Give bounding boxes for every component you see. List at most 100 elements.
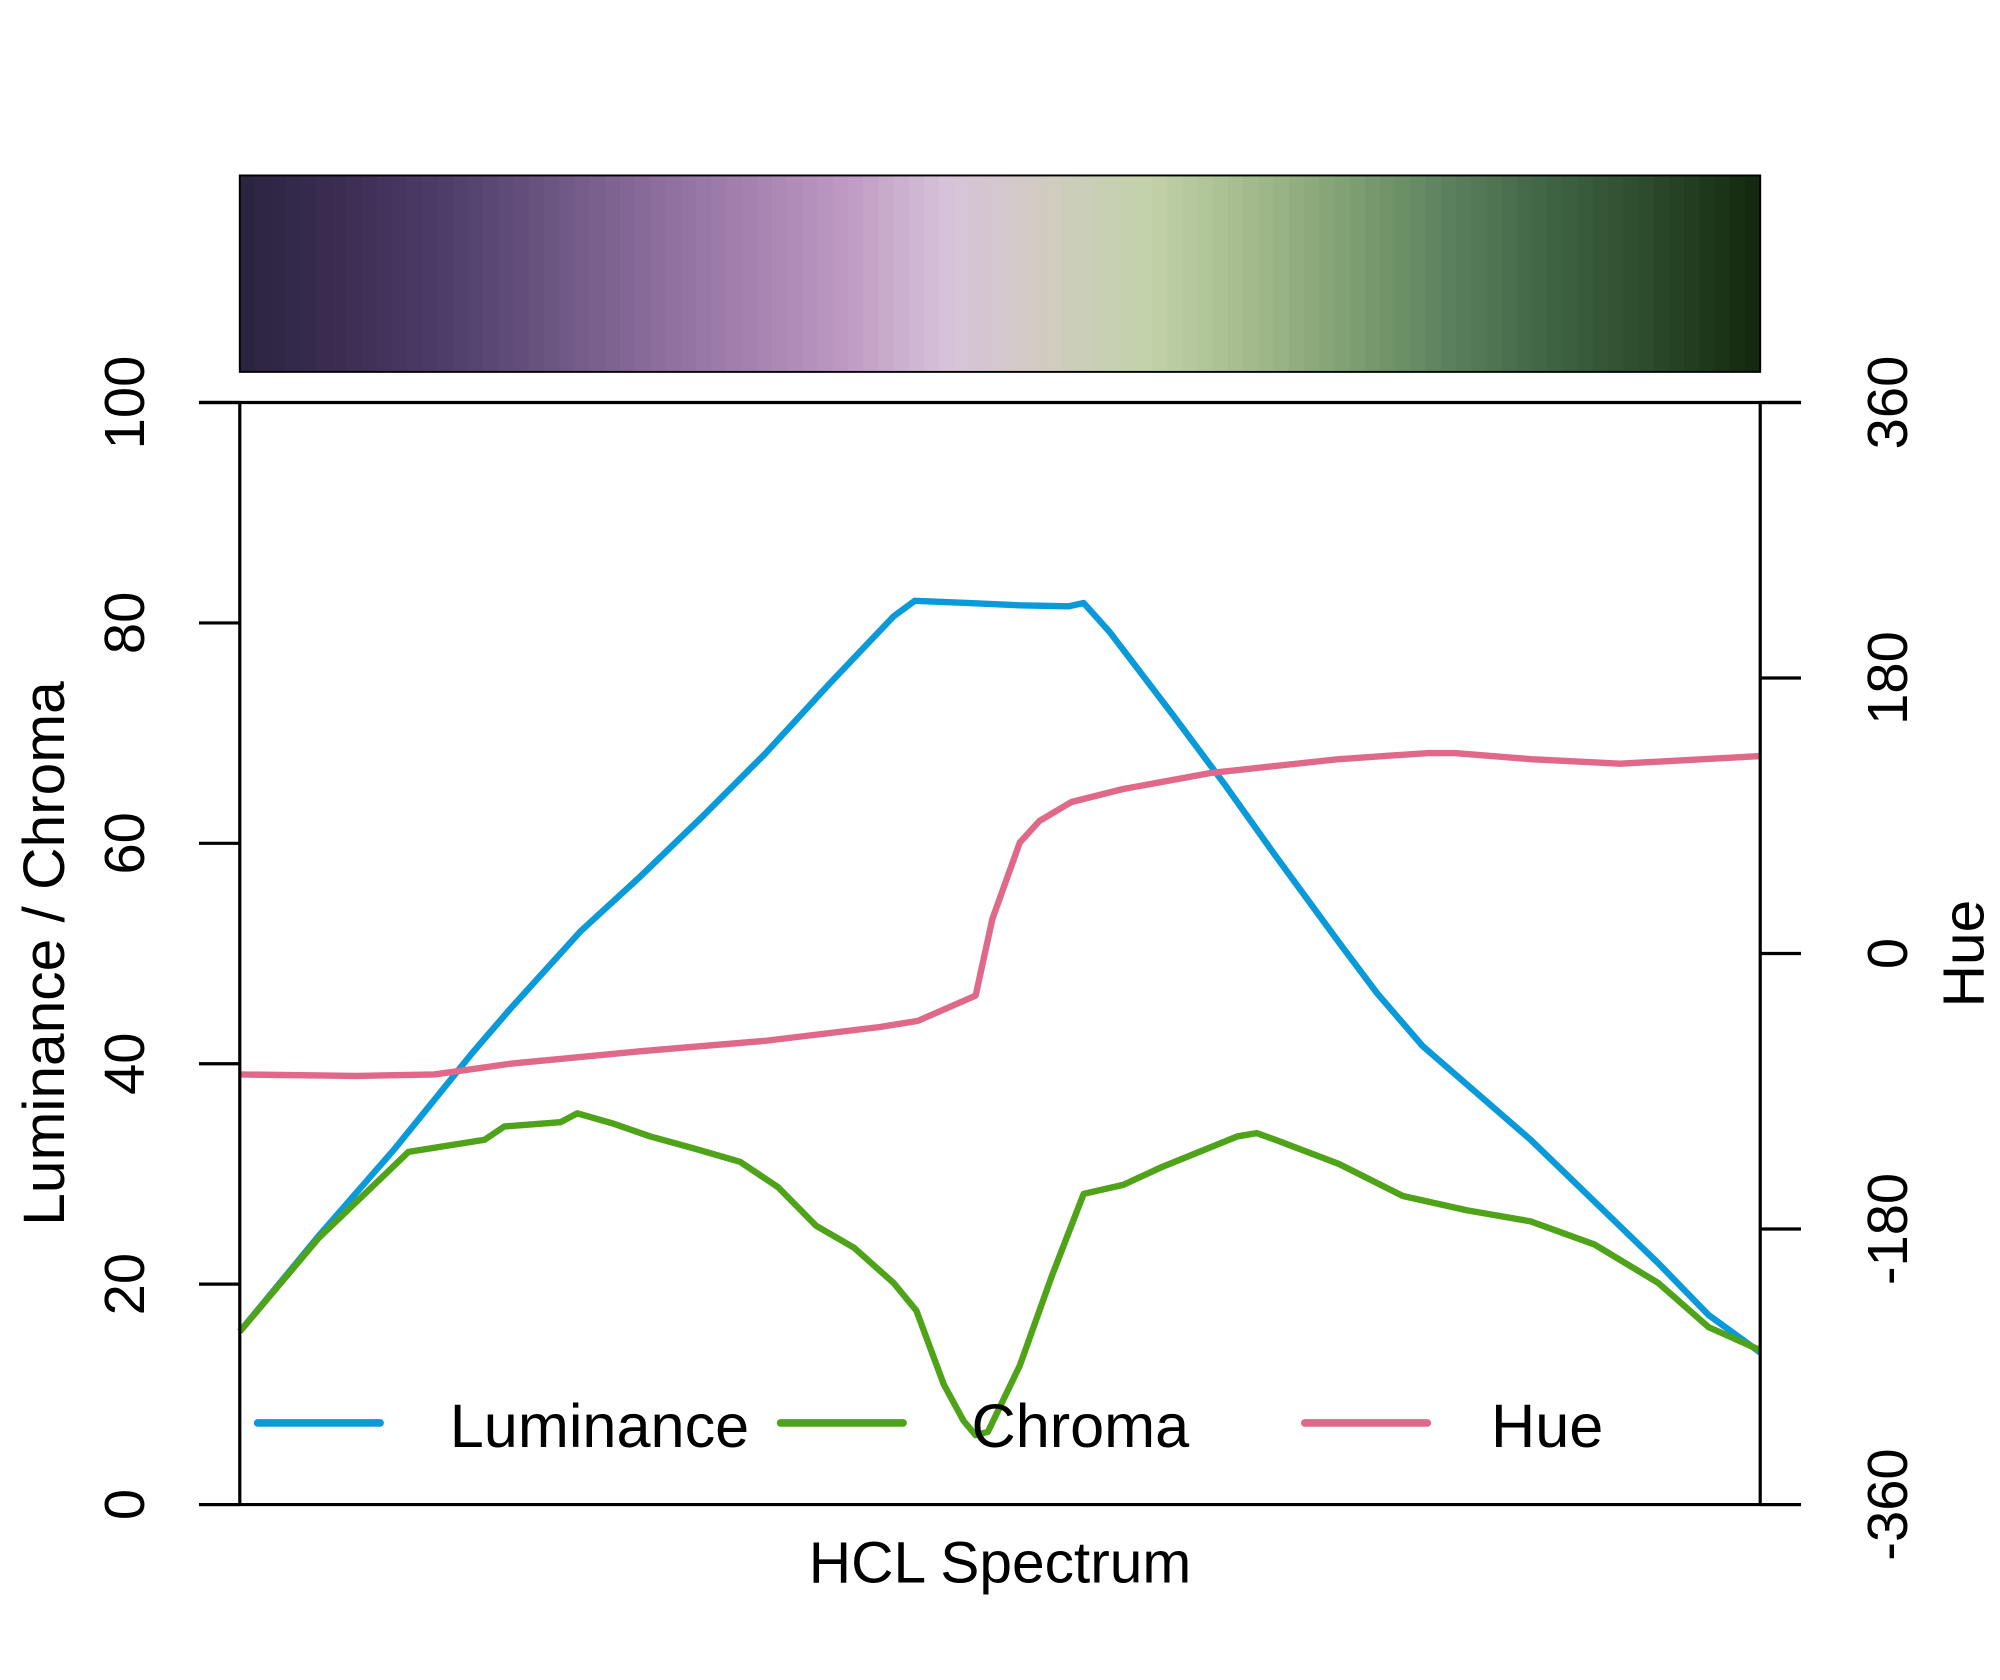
colorbar-swatch (467, 175, 484, 372)
colorbar-swatch (559, 175, 576, 372)
colorbar-swatch (1729, 175, 1746, 372)
colorbar-swatch (1152, 175, 1169, 372)
colorbar-swatch (255, 175, 271, 372)
colorbar-swatch (1577, 175, 1594, 372)
left-axis: 0 20 40 60 80 100 (93, 356, 240, 1520)
colorbar-swatch (1136, 175, 1153, 372)
colorbar-swatch (1425, 175, 1442, 372)
colorbar-swatch (528, 175, 545, 372)
y2-tick-label: -360 (1856, 1448, 1919, 1560)
legend-label: Hue (1491, 1392, 1603, 1460)
y-tick-label: 0 (93, 1489, 156, 1520)
colorbar-swatch (543, 175, 560, 372)
colorbar-swatch (787, 175, 804, 372)
colorbar-swatch (437, 175, 454, 372)
colorbar-swatch (1364, 175, 1381, 372)
y-tick-label: 100 (93, 356, 156, 450)
colorbar-swatch (498, 175, 515, 372)
y2-tick-label: -180 (1856, 1173, 1919, 1285)
colorbar-swatch (1745, 175, 1761, 372)
colorbar-swatch (300, 175, 317, 372)
colorbar-swatch (604, 175, 621, 372)
colorbar-swatch (331, 175, 347, 372)
right-axis: -360 -180 0 180 360 (1760, 356, 1919, 1561)
colorbar-swatch (285, 175, 302, 372)
y2-tick-label: 180 (1856, 631, 1919, 725)
colorbar-swatch (1182, 175, 1199, 372)
colorbar-swatch (1258, 175, 1275, 372)
colorbar-swatch (939, 175, 956, 372)
colorbar-swatch (1288, 175, 1305, 372)
series-line-hue (239, 749, 1761, 1080)
plot-frame (198, 400, 1802, 1507)
colorbar-swatch (1273, 175, 1290, 372)
colorbar-swatch (817, 175, 834, 372)
colorbar-swatch (1653, 175, 1670, 372)
colorbar-swatch (589, 175, 606, 372)
colorbar-swatch (1608, 175, 1625, 372)
colorbar-swatch (1045, 175, 1062, 372)
colorbar-swatch (1532, 175, 1549, 372)
colorbar-swatch (695, 175, 712, 372)
colorbar-swatch (1076, 175, 1092, 372)
colorbar-swatch (771, 175, 788, 372)
colorbar-swatch (1243, 175, 1260, 372)
y-tick-label: 60 (93, 812, 156, 874)
colorbar-swatch (1456, 175, 1473, 372)
colorbar-swatch (452, 175, 469, 372)
colorbar-swatch (1516, 175, 1533, 372)
colorbar-swatch (1091, 175, 1108, 372)
colorbar-swatch (1592, 175, 1609, 372)
colorbar-swatch (1440, 175, 1457, 372)
legend-label: Chroma (971, 1392, 1190, 1460)
colorbar-swatch (1319, 175, 1336, 372)
colorbar-swatch (346, 175, 363, 372)
colorbar-swatch (1015, 175, 1032, 372)
colorbar-swatch (1547, 175, 1564, 372)
colorbar-swatch (270, 175, 287, 372)
colorbar-swatch (665, 175, 682, 372)
colorbar-swatch (1380, 175, 1397, 372)
colorbar-swatch (1212, 175, 1229, 372)
colorbar-swatch (239, 175, 256, 372)
colorbar-swatch (574, 175, 591, 372)
colorbar-swatch (650, 175, 667, 372)
series-line-chroma (237, 1110, 1762, 1439)
colorbar-swatch (315, 175, 332, 372)
colorbar (239, 175, 1761, 372)
colorbar-swatch (969, 175, 986, 372)
colorbar-swatch (635, 175, 652, 372)
colorbar-swatch (863, 175, 880, 372)
colorbar-swatch (1623, 175, 1640, 372)
colorbar-swatch (513, 175, 530, 372)
colorbar-swatch (361, 175, 378, 372)
colorbar-swatch (1395, 175, 1412, 372)
colorbar-swatch (756, 175, 773, 372)
colorbar-swatch (832, 175, 849, 372)
colorbar-swatch (1501, 175, 1518, 372)
colorbar-swatch (923, 175, 940, 372)
colorbar-swatch (802, 175, 819, 372)
colorbar-swatch (376, 175, 393, 372)
series-lines (237, 597, 1763, 1439)
y2-tick-label: 360 (1856, 356, 1919, 450)
colorbar-swatch (391, 175, 408, 372)
colorbar-swatch (1410, 175, 1427, 372)
colorbar-swatch (483, 175, 500, 372)
colorbar-swatch (878, 175, 895, 372)
colorbar-swatch (1714, 175, 1731, 372)
y-tick-label: 80 (93, 592, 156, 654)
colorbar-swatch (1167, 175, 1184, 372)
colorbar-swatch (1000, 175, 1016, 372)
colorbar-swatch (1060, 175, 1077, 372)
colorbar-swatch (908, 175, 925, 372)
series-line-luminance (237, 597, 1763, 1356)
colorbar-swatch (1121, 175, 1138, 372)
colorbar-swatch (422, 175, 439, 372)
colorbar-swatch (1486, 175, 1503, 372)
colorbar-swatch (741, 175, 758, 372)
colorbar-swatch (407, 175, 424, 372)
colorbar-swatch (847, 175, 864, 372)
legend-label: Luminance (450, 1392, 750, 1460)
